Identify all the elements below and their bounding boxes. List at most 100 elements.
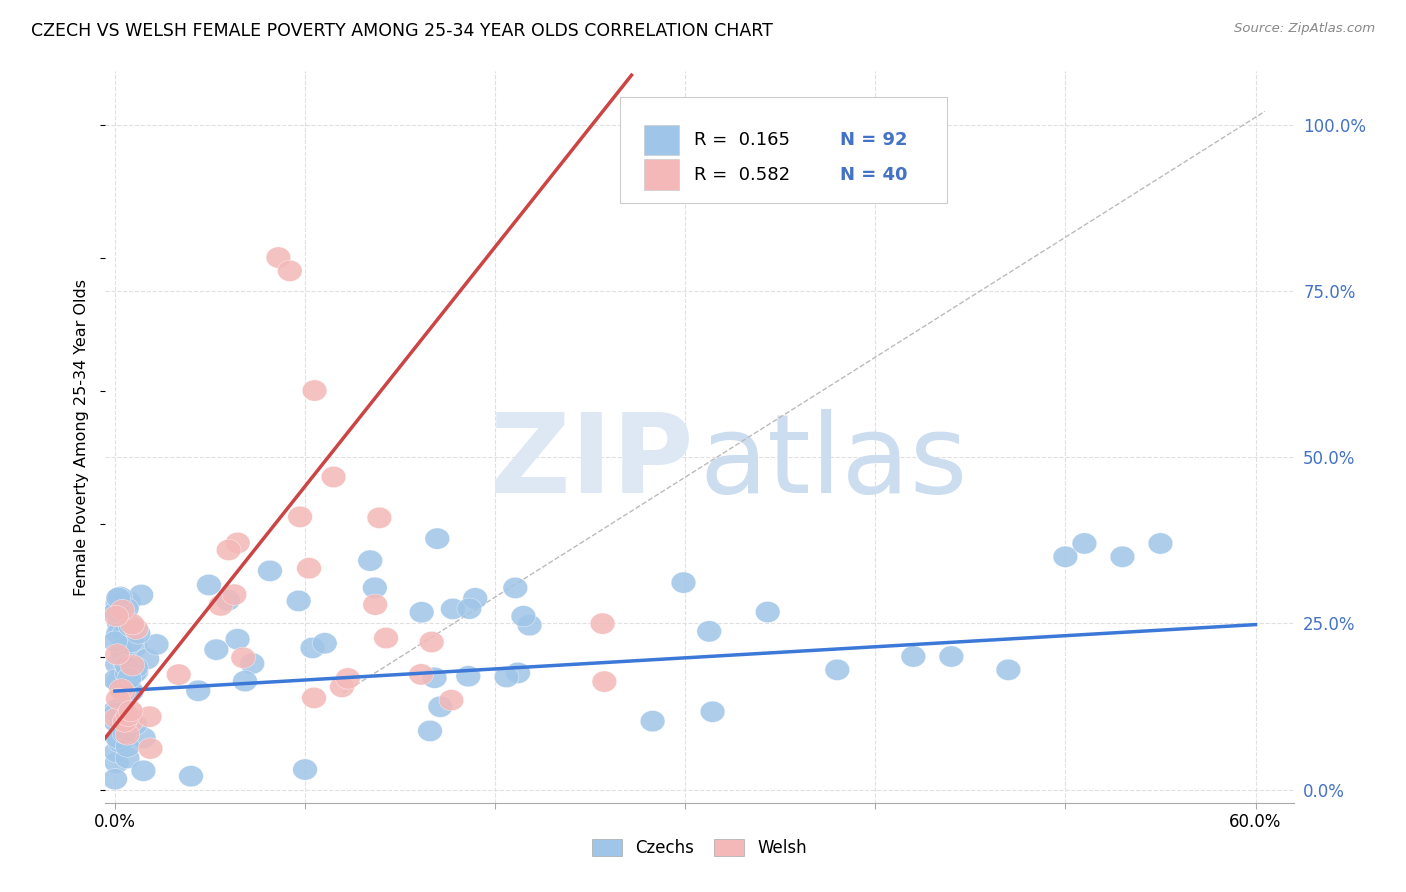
Ellipse shape	[363, 594, 388, 615]
Ellipse shape	[107, 731, 132, 753]
Ellipse shape	[107, 728, 132, 749]
Ellipse shape	[440, 599, 465, 620]
Ellipse shape	[120, 614, 145, 635]
Ellipse shape	[222, 584, 246, 606]
Text: Source: ZipAtlas.com: Source: ZipAtlas.com	[1234, 22, 1375, 36]
Ellipse shape	[367, 508, 392, 528]
Ellipse shape	[591, 613, 614, 634]
Text: N = 92: N = 92	[839, 131, 907, 149]
Ellipse shape	[204, 639, 229, 660]
Text: atlas: atlas	[700, 409, 967, 516]
Ellipse shape	[418, 720, 443, 741]
Ellipse shape	[110, 599, 135, 621]
Ellipse shape	[292, 759, 318, 780]
Ellipse shape	[122, 636, 148, 657]
Ellipse shape	[825, 659, 849, 681]
Ellipse shape	[232, 671, 257, 691]
Ellipse shape	[120, 711, 143, 732]
Ellipse shape	[257, 560, 283, 582]
Ellipse shape	[1111, 546, 1135, 567]
Ellipse shape	[297, 558, 322, 579]
Ellipse shape	[409, 601, 434, 623]
Ellipse shape	[503, 577, 527, 599]
Ellipse shape	[671, 572, 696, 593]
Ellipse shape	[131, 727, 156, 748]
Ellipse shape	[129, 584, 153, 606]
Ellipse shape	[115, 747, 139, 769]
Ellipse shape	[104, 601, 128, 623]
Ellipse shape	[110, 711, 135, 732]
Ellipse shape	[288, 506, 312, 527]
Ellipse shape	[103, 631, 128, 652]
Ellipse shape	[240, 653, 264, 674]
Ellipse shape	[995, 659, 1021, 681]
Y-axis label: Female Poverty Among 25-34 Year Olds: Female Poverty Among 25-34 Year Olds	[75, 278, 90, 596]
Ellipse shape	[114, 654, 138, 675]
Ellipse shape	[700, 701, 725, 723]
Ellipse shape	[939, 646, 963, 667]
Ellipse shape	[225, 629, 250, 650]
Ellipse shape	[107, 614, 132, 634]
Text: R =  0.582: R = 0.582	[693, 166, 790, 184]
Ellipse shape	[103, 769, 128, 789]
Ellipse shape	[124, 661, 149, 682]
Ellipse shape	[517, 615, 541, 636]
Ellipse shape	[117, 591, 141, 613]
Ellipse shape	[231, 647, 256, 668]
Ellipse shape	[110, 639, 134, 660]
Ellipse shape	[359, 550, 382, 571]
Ellipse shape	[104, 606, 128, 627]
Ellipse shape	[105, 654, 129, 675]
Ellipse shape	[118, 632, 143, 653]
Ellipse shape	[463, 588, 488, 609]
Ellipse shape	[103, 699, 128, 721]
Ellipse shape	[299, 637, 325, 658]
Ellipse shape	[138, 738, 163, 759]
Text: N = 40: N = 40	[839, 166, 907, 184]
Ellipse shape	[108, 586, 132, 607]
Ellipse shape	[697, 621, 721, 642]
Ellipse shape	[217, 540, 240, 560]
Ellipse shape	[107, 731, 132, 752]
Ellipse shape	[495, 666, 519, 688]
Ellipse shape	[179, 765, 204, 787]
Ellipse shape	[1071, 533, 1097, 554]
Ellipse shape	[103, 669, 128, 690]
Ellipse shape	[115, 664, 139, 684]
Ellipse shape	[302, 380, 328, 401]
Ellipse shape	[409, 664, 433, 685]
Ellipse shape	[329, 676, 354, 698]
Text: ZIP: ZIP	[491, 409, 693, 516]
Ellipse shape	[197, 574, 221, 596]
Ellipse shape	[114, 598, 139, 619]
Ellipse shape	[104, 741, 128, 763]
Ellipse shape	[117, 667, 142, 689]
Ellipse shape	[105, 587, 131, 608]
Ellipse shape	[135, 648, 159, 670]
Ellipse shape	[120, 681, 143, 702]
Ellipse shape	[124, 618, 149, 640]
Ellipse shape	[312, 632, 337, 654]
Ellipse shape	[166, 664, 191, 685]
Ellipse shape	[131, 760, 156, 781]
Ellipse shape	[110, 697, 134, 718]
Ellipse shape	[422, 667, 447, 689]
Ellipse shape	[419, 632, 444, 653]
Ellipse shape	[115, 656, 139, 677]
Ellipse shape	[105, 593, 129, 615]
Ellipse shape	[145, 634, 169, 655]
Text: R =  0.165: R = 0.165	[693, 131, 790, 149]
Ellipse shape	[266, 247, 291, 268]
Bar	[644, 160, 679, 190]
Ellipse shape	[118, 615, 143, 637]
Ellipse shape	[118, 700, 143, 722]
Ellipse shape	[103, 711, 128, 732]
Ellipse shape	[456, 665, 481, 687]
Ellipse shape	[105, 623, 131, 644]
Ellipse shape	[122, 714, 148, 735]
Ellipse shape	[1053, 546, 1078, 567]
Ellipse shape	[138, 706, 162, 727]
Ellipse shape	[506, 662, 530, 683]
Ellipse shape	[425, 528, 450, 549]
Ellipse shape	[107, 671, 131, 692]
